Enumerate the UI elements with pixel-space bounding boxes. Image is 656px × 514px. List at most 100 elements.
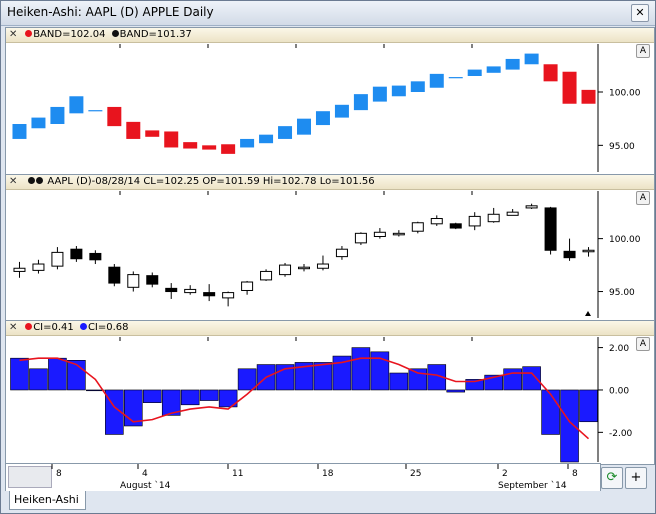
price-legend: AAPL (D)-08/28/14 CL=102.25 OP=101.59 Hi… [47, 176, 375, 187]
band-bar [429, 73, 444, 88]
ci-bar [389, 372, 409, 391]
ci-bar [332, 355, 352, 391]
ci-bar [522, 366, 541, 391]
x-tick-label: 8 [56, 469, 62, 479]
auto-scale-button[interactable]: A [636, 44, 650, 58]
close-button[interactable]: ✕ [631, 4, 649, 22]
band-bar [202, 145, 217, 150]
y-tick-label: 2.00 [609, 344, 629, 354]
candle-body [563, 250, 576, 259]
ci-bar [351, 347, 371, 391]
band-bar [259, 134, 274, 144]
candle-body [525, 205, 538, 209]
price-chart: 100.00 95.00 [13, 191, 641, 318]
y-tick-label: -2.00 [609, 429, 633, 439]
ci-pane: ✕ CI=0.41 CI=0.68 A 2.00 0.00 -2.00 [5, 320, 655, 465]
x-month-label: September `14 [498, 480, 567, 491]
band-bar [240, 138, 255, 148]
legend-color-swatch [111, 30, 119, 37]
candle-body [146, 275, 159, 285]
ci-bar [541, 389, 560, 435]
ci-line [19, 357, 590, 440]
candle-body [89, 252, 102, 261]
ci-bar [579, 389, 598, 423]
candle-body [184, 288, 197, 294]
ci-bar [180, 389, 200, 406]
band-chart: 100.00 95.00 [12, 44, 641, 172]
legend-color-swatch [25, 323, 33, 330]
candle-body [51, 251, 64, 267]
band-bar [297, 118, 311, 135]
ci-bar [446, 389, 466, 393]
close-pane-icon[interactable]: ✕ [9, 176, 18, 187]
x-tick-label: 25 [410, 469, 421, 479]
auto-scale-button[interactable]: A [636, 191, 650, 205]
candle-body [430, 218, 443, 225]
band-bar [69, 96, 84, 114]
ci-bar [124, 389, 143, 427]
ci-bar [48, 357, 67, 391]
tab-heiken-ashi[interactable]: Heiken-Ashi [9, 491, 86, 510]
band-bar [183, 142, 198, 149]
refresh-button[interactable]: ⟳ [601, 467, 623, 489]
band-bar [88, 110, 103, 112]
ci-bar [29, 368, 48, 391]
ci-bar [142, 389, 162, 403]
candle-body [70, 248, 83, 260]
close-pane-icon[interactable]: ✕ [9, 29, 18, 40]
price-pane: ✕ AAPL (D)-08/28/14 CL=102.25 OP=101.59 … [5, 174, 655, 321]
auto-scale-button[interactable]: A [636, 337, 650, 351]
candle-body [108, 266, 121, 284]
candle-body [506, 211, 519, 216]
candle-body [222, 292, 235, 299]
ci-bar [10, 357, 29, 391]
current-price-marker-icon [585, 311, 591, 316]
legend-color-swatch [79, 323, 87, 330]
candle-legend-icon [28, 177, 36, 184]
candle-body [411, 222, 424, 232]
add-pane-button[interactable]: + [625, 467, 647, 489]
band-bar [562, 71, 577, 104]
band-pane: ✕ BAND=102.04 BAND=101.37 A 100.00 95.00 [5, 27, 655, 175]
refresh-icon: ⟳ [606, 470, 618, 485]
y-tick-label: 95.00 [609, 142, 635, 152]
candle-body [241, 281, 254, 291]
band-bar [107, 106, 122, 127]
band-bar [410, 81, 425, 92]
ci-bar [408, 368, 428, 391]
band-bar [315, 111, 330, 126]
band-bar [126, 121, 141, 139]
candle-body [316, 263, 329, 269]
close-pane-icon[interactable]: ✕ [9, 322, 18, 333]
legend-label: CI=0.41 [33, 322, 74, 333]
candle-body [449, 223, 462, 229]
y-tick-label: 0.00 [609, 386, 629, 396]
ci-bar [218, 389, 238, 408]
candle-body [13, 267, 26, 272]
y-tick-label: 95.00 [609, 288, 635, 298]
band-bar [486, 66, 501, 73]
band-bar [391, 85, 406, 97]
band-bar [467, 69, 482, 76]
x-tick-label: 11 [232, 469, 243, 479]
time-scroll-thumb[interactable] [8, 466, 52, 488]
window-title: Heiken-Ashi: AAPL (D) APPLE Daily [7, 5, 214, 19]
time-axis[interactable]: 8 4 11 18 25 2 8 August `14 September `14 [5, 463, 601, 493]
band-bar [334, 104, 349, 118]
ci-bar [560, 389, 579, 463]
price-pane-header: ✕ AAPL (D)-08/28/14 CL=102.25 OP=101.59 … [6, 175, 654, 190]
band-bar [505, 58, 520, 70]
ci-bar [161, 389, 181, 416]
x-tick-label: 4 [142, 469, 148, 479]
candle-body [32, 263, 45, 271]
legend-label: BAND=101.37 [119, 29, 192, 40]
candle-body [127, 274, 140, 288]
ci-bar [313, 362, 333, 391]
band-bar [353, 94, 368, 111]
band-bar [372, 86, 387, 102]
candle-body [582, 249, 595, 253]
tab-bar: Heiken-Ashi [5, 491, 653, 511]
x-tick-label: 18 [322, 469, 334, 479]
ci-bar [86, 389, 105, 392]
